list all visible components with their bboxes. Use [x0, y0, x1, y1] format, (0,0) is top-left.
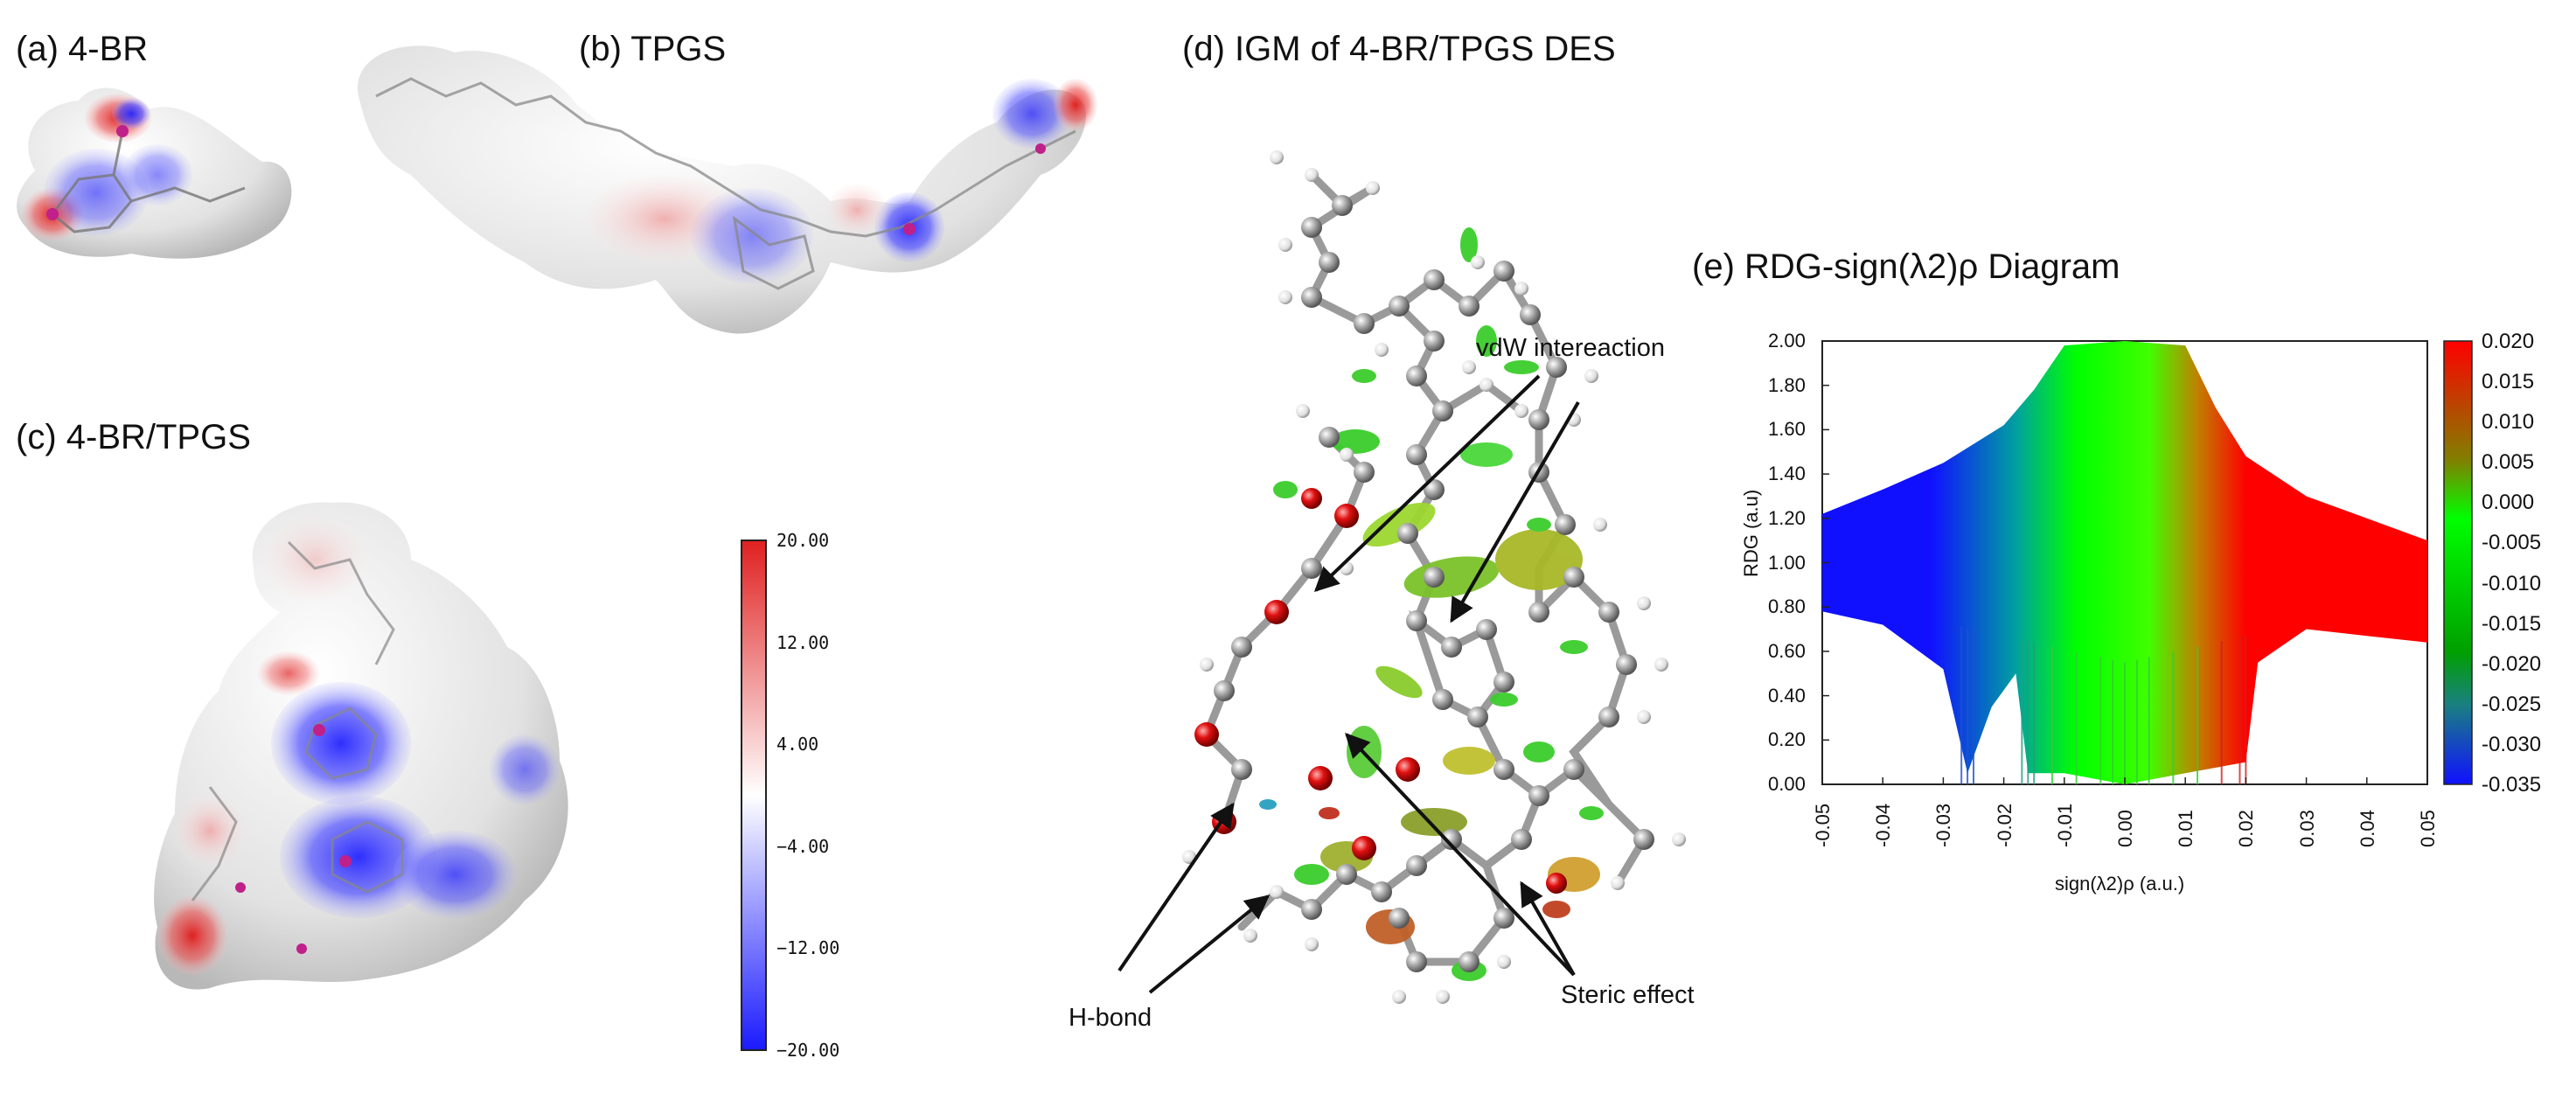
rdg-colorbar-tick-label: -0.035	[2482, 773, 2542, 797]
rdg-x-tick-label: 0.01	[2175, 810, 2197, 847]
rdg-y-tick-label: 1.60	[1768, 418, 1806, 441]
panel-a-molecule-surface	[17, 87, 292, 259]
hbond-arrow-1	[1117, 802, 1235, 972]
rdg-colorbar-tick-label: -0.020	[2482, 651, 2542, 676]
rdg-colorbar-tick-label: -0.030	[2482, 732, 2542, 756]
rdg-plot	[1821, 340, 2473, 785]
vdw-arrow-1	[1313, 374, 1541, 592]
rdg-x-tick-label: 0.03	[2295, 810, 2318, 847]
steric-arrow-2	[1520, 881, 1576, 976]
rdg-colorbar	[2443, 340, 2473, 785]
steric-arrow-1	[1345, 732, 1576, 977]
panel-b-label: (b) TPGS	[579, 30, 727, 68]
rdg-y-tick-label: 0.80	[1768, 595, 1806, 618]
rdg-y-tick-label: 1.20	[1768, 506, 1806, 529]
vdw-annotation: vdW intereaction	[1476, 334, 1665, 362]
rdg-x-axis-title: sign(λ2)ρ (a.u.)	[2055, 873, 2185, 895]
rdg-y-tick-label: 1.00	[1768, 551, 1806, 574]
rdg-y-axis-title: RDG (a.u)	[1740, 489, 1762, 577]
rdg-y-tick-label: 0.00	[1768, 773, 1806, 795]
rdg-colorbar-tick-label: -0.015	[2482, 611, 2542, 636]
steric-annotation: Steric effect	[1561, 981, 1695, 1009]
rdg-colorbar-tick-label: 0.015	[2482, 370, 2535, 394]
rdg-x-tick-label: 0.00	[2114, 810, 2136, 847]
esp-colorbar	[741, 540, 767, 1051]
hbond-annotation: H-bond	[1069, 1004, 1152, 1032]
esp-colorbar-tick: −12.00	[776, 937, 840, 959]
rdg-colorbar-tick-label: 0.000	[2482, 491, 2535, 515]
esp-colorbar-tick: 20.00	[776, 530, 830, 551]
rdg-colorbar-tick-label: 0.010	[2482, 410, 2535, 435]
rdg-x-tick-label: -0.03	[1932, 803, 1955, 847]
panel-c-molecule-surface	[154, 502, 568, 990]
igm-arrows	[1117, 374, 1580, 994]
panel-a-label: (a) 4-BR	[16, 30, 149, 68]
rdg-x-tick-label: 0.02	[2235, 810, 2258, 847]
rdg-x-tick-label: -0.02	[1993, 803, 2016, 847]
esp-colorbar-tick: 12.00	[776, 631, 830, 653]
rdg-x-tick-label: -0.04	[1872, 803, 1895, 847]
rdg-colorbar-tick-label: 0.020	[2482, 330, 2535, 353]
rdg-colorbar-tick-label: 0.005	[2482, 450, 2535, 475]
esp-colorbar-tick: −20.00	[776, 1040, 840, 1061]
rdg-y-tick-label: 1.80	[1768, 373, 1806, 396]
esp-colorbar-tick: 4.00	[776, 734, 819, 755]
rdg-y-tick-label: 1.40	[1768, 463, 1806, 485]
rdg-x-tick-label: 0.05	[2417, 810, 2439, 847]
panel-e-label: (e) RDG-sign(λ2)ρ Diagram	[1692, 247, 2120, 286]
esp-colorbar-tick: −4.00	[776, 835, 830, 857]
rdg-colorbar-tick-label: -0.005	[2482, 531, 2542, 555]
rdg-y-tick-label: 2.00	[1768, 330, 1806, 352]
rdg-y-tick-label: 0.60	[1768, 639, 1806, 662]
rdg-x-tick-label: -0.05	[1812, 803, 1834, 847]
rdg-x-tick-label: 0.04	[2356, 810, 2378, 847]
rdg-x-tick-label: -0.01	[2053, 803, 2076, 847]
rdg-colorbar-tick-label: -0.010	[2482, 571, 2542, 595]
vdw-arrow-2	[1450, 400, 1580, 623]
rdg-y-tick-label: 0.40	[1768, 684, 1806, 707]
panel-d-igm-molecule	[1182, 150, 1686, 1004]
panel-b-molecule-surface	[358, 45, 1097, 334]
rdg-y-tick-label: 0.20	[1768, 728, 1806, 751]
hbond-arrow-2	[1148, 895, 1271, 994]
panel-c-label: (c) 4-BR/TPGS	[16, 418, 251, 456]
panel-d-label: (d) IGM of 4-BR/TPGS DES	[1182, 30, 1616, 68]
rdg-colorbar-tick-label: -0.025	[2482, 692, 2542, 716]
